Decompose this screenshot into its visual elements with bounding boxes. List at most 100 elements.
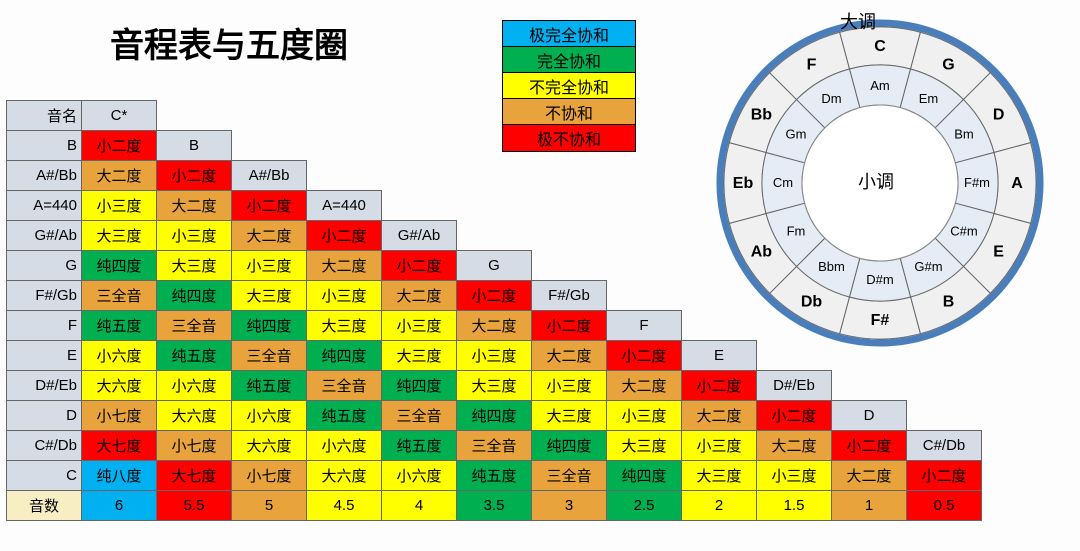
col-head: G#/Ab: [382, 221, 457, 251]
empty-cell: [832, 131, 907, 161]
interval-cell: 6: [82, 491, 157, 521]
legend-label: 极完全协和: [503, 22, 635, 46]
interval-cell: 大三度: [232, 281, 307, 311]
empty-cell: [457, 101, 532, 131]
interval-cell: 4.5: [307, 491, 382, 521]
empty-cell: [457, 131, 532, 161]
interval-cell: 小二度: [232, 191, 307, 221]
interval-cell: 大六度: [157, 401, 232, 431]
interval-cell: 纯五度: [457, 461, 532, 491]
empty-cell: [832, 191, 907, 221]
interval-cell: 小六度: [382, 461, 457, 491]
interval-cell: 小二度: [307, 221, 382, 251]
interval-cell: 大二度: [157, 191, 232, 221]
row-head: C#/Db: [7, 431, 82, 461]
interval-cell: 大三度: [157, 251, 232, 281]
empty-cell: [682, 131, 757, 161]
col-head: A=440: [307, 191, 382, 221]
interval-cell: 纯五度: [232, 371, 307, 401]
interval-cell: 小三度: [157, 221, 232, 251]
empty-cell: [907, 401, 982, 431]
col-head: E: [682, 341, 757, 371]
empty-cell: [232, 101, 307, 131]
empty-cell: [907, 101, 982, 131]
empty-cell: [607, 101, 682, 131]
empty-cell: [382, 161, 457, 191]
interval-cell: 小七度: [157, 431, 232, 461]
row-head: F#/Gb: [7, 281, 82, 311]
empty-cell: [757, 131, 832, 161]
empty-cell: [157, 101, 232, 131]
major-key-label: C: [874, 38, 886, 55]
interval-cell: 5: [232, 491, 307, 521]
empty-cell: [907, 251, 982, 281]
empty-cell: [532, 101, 607, 131]
row-head: A=440: [7, 191, 82, 221]
interval-cell: 三全音: [307, 371, 382, 401]
major-key-label: D: [993, 107, 1005, 124]
empty-cell: [232, 131, 307, 161]
empty-cell: [607, 281, 682, 311]
interval-cell: 小六度: [82, 341, 157, 371]
empty-cell: [757, 341, 832, 371]
interval-cell: 小三度: [532, 371, 607, 401]
col-head: G: [457, 251, 532, 281]
interval-cell: 小二度: [382, 251, 457, 281]
interval-cell: 4: [382, 491, 457, 521]
empty-cell: [832, 251, 907, 281]
empty-cell: [907, 281, 982, 311]
interval-cell: 大六度: [232, 431, 307, 461]
interval-cell: 小二度: [832, 431, 907, 461]
interval-cell: 三全音: [157, 311, 232, 341]
interval-cell: 大六度: [307, 461, 382, 491]
empty-cell: [607, 131, 682, 161]
interval-table-grid: 音名C*B小二度BA#/Bb大二度小二度A#/BbA=440小三度大二度小二度A…: [6, 100, 982, 521]
empty-cell: [532, 191, 607, 221]
interval-cell: 纯八度: [82, 461, 157, 491]
col-head: F#/Gb: [532, 281, 607, 311]
interval-cell: 5.5: [157, 491, 232, 521]
legend-row: 不完全协和: [503, 73, 635, 99]
interval-cell: 大二度: [832, 461, 907, 491]
interval-cell: 纯四度: [607, 461, 682, 491]
empty-cell: [682, 281, 757, 311]
interval-cell: 纯四度: [157, 281, 232, 311]
empty-cell: [607, 161, 682, 191]
interval-cell: 小三度: [82, 191, 157, 221]
empty-cell: [307, 131, 382, 161]
empty-cell: [532, 221, 607, 251]
empty-cell: [832, 161, 907, 191]
empty-cell: [907, 311, 982, 341]
interval-cell: 大三度: [682, 461, 757, 491]
interval-cell: 小七度: [232, 461, 307, 491]
interval-cell: 大二度: [82, 161, 157, 191]
col-head: A#/Bb: [232, 161, 307, 191]
interval-cell: 大二度: [532, 341, 607, 371]
interval-cell: 纯四度: [532, 431, 607, 461]
interval-cell: 大二度: [232, 221, 307, 251]
interval-cell: 小六度: [307, 431, 382, 461]
empty-cell: [757, 191, 832, 221]
interval-cell: 纯五度: [307, 401, 382, 431]
interval-cell: 大三度: [457, 371, 532, 401]
empty-cell: [607, 191, 682, 221]
empty-cell: [682, 161, 757, 191]
interval-cell: 2: [682, 491, 757, 521]
empty-cell: [832, 371, 907, 401]
row-head: D: [7, 401, 82, 431]
major-scale-label: 大调: [840, 8, 876, 34]
empty-cell: [832, 221, 907, 251]
interval-cell: 纯四度: [457, 401, 532, 431]
row-head: E: [7, 341, 82, 371]
interval-cell: 纯五度: [82, 311, 157, 341]
empty-cell: [532, 161, 607, 191]
interval-cell: 3: [532, 491, 607, 521]
legend-label: 完全协和: [503, 48, 635, 72]
empty-cell: [757, 161, 832, 191]
interval-cell: 大七度: [82, 431, 157, 461]
row-head: G: [7, 251, 82, 281]
interval-cell: 大二度: [607, 371, 682, 401]
interval-cell: 纯四度: [382, 371, 457, 401]
interval-cell: 小二度: [82, 131, 157, 161]
empty-cell: [757, 221, 832, 251]
